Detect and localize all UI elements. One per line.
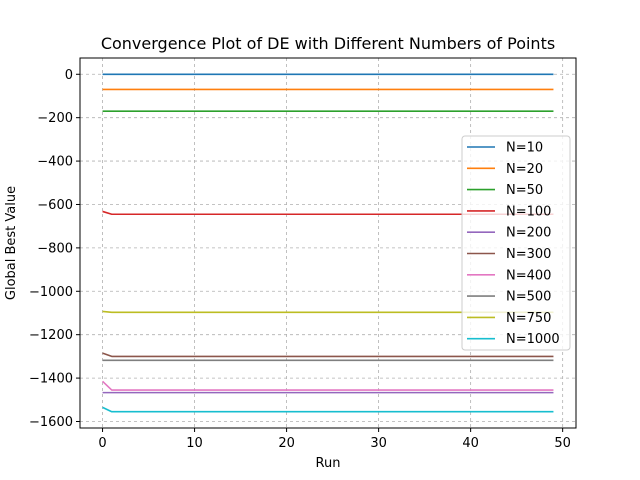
x-tick-label: 50 <box>554 436 571 451</box>
x-axis-title: Run <box>316 456 341 471</box>
legend-label: N=500 <box>506 290 551 305</box>
y-axis: 0 −200 −400 −600 −800 −1000 −1200 −1400 −1600 <box>29 68 80 430</box>
y-tick-label: −1000 <box>29 285 73 300</box>
x-tick-label: 20 <box>278 436 295 451</box>
series-line-n-400 <box>102 380 554 391</box>
chart-title: Convergence Plot of DE with Different Nu… <box>101 34 555 53</box>
legend-label: N=300 <box>506 247 551 262</box>
y-tick-label: −600 <box>37 198 73 213</box>
legend-label: N=50 <box>506 183 543 198</box>
y-tick-label: −1200 <box>29 328 73 343</box>
y-tick-label: −800 <box>37 241 73 256</box>
x-tick-label: 0 <box>98 436 106 451</box>
grid-lines <box>80 58 576 428</box>
legend-label: N=20 <box>506 162 543 177</box>
y-axis-title: Global Best Value <box>4 186 19 300</box>
y-tick-label: −1400 <box>29 372 73 387</box>
legend-label: N=200 <box>506 226 551 241</box>
y-tick-label: −1600 <box>29 415 73 430</box>
y-tick-label: −400 <box>37 155 73 170</box>
legend-label: N=10 <box>506 141 543 156</box>
x-tick-label: 30 <box>370 436 387 451</box>
x-tick-label: 10 <box>186 436 203 451</box>
plot-frame <box>79 57 577 429</box>
legend-label: N=400 <box>506 268 551 283</box>
legend-label: N=750 <box>506 311 551 326</box>
y-tick-label: 0 <box>65 68 73 83</box>
y-tick-label: −200 <box>37 111 73 126</box>
legend-label: N=1000 <box>506 332 560 347</box>
legend-label: N=100 <box>506 204 551 219</box>
legend: N=10 N=20 N=50 N=100 N=200 N=300 N=400 N=500 N=7… <box>461 135 571 351</box>
series-line-n-1000 <box>102 406 554 413</box>
x-tick-label: 40 <box>462 436 479 451</box>
series-line-n-300 <box>102 352 554 358</box>
x-axis: 0 10 20 30 40 50 <box>98 428 571 451</box>
